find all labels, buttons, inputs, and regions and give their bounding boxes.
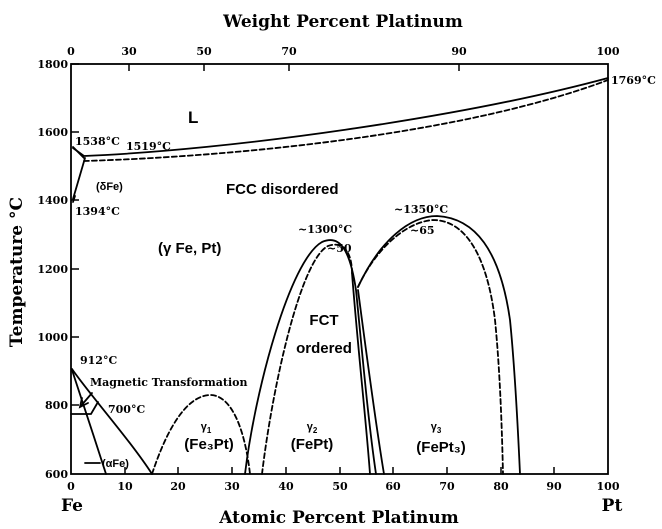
fcc-disordered-label: FCC disordered: [226, 181, 339, 198]
gamma3-boundary-dashed: [357, 219, 504, 475]
magnetic-transformation-label: Magnetic Transformation: [90, 376, 248, 389]
annotations: L 1538°C 1519°C 1769°C (δFe) 1394°C FCC …: [75, 74, 656, 470]
gamma3-phase-label: (FePt₃): [416, 439, 465, 456]
magnetic-transformation-line: [70, 401, 99, 415]
gamma3-boundary-inner: [357, 289, 385, 475]
top-tick-label: 30: [121, 45, 137, 58]
bottom-axis-title: Atomic Percent Platinum: [218, 508, 458, 528]
y-tick-label: 1800: [37, 58, 68, 71]
x-tick-label: 40: [278, 480, 294, 493]
gamma2-inner-boundary: [351, 272, 371, 475]
fe-melting-label: 1538°C: [75, 135, 120, 148]
delta-gamma-label: 1394°C: [75, 205, 120, 218]
gamma2-boundary-right: [244, 239, 377, 475]
top-tick-labels: 0 30 50 70 90 100: [67, 45, 620, 58]
y-tick-label: 600: [45, 468, 68, 481]
gamma3-letter: γ: [431, 421, 438, 433]
peritectic-label: 1519°C: [126, 140, 171, 153]
x-tick-label: 80: [493, 480, 509, 493]
y-tick-labels: 1800 1600 1400 1200 1000 800 600: [37, 58, 68, 481]
gamma1-subscript: 1: [207, 426, 212, 435]
x-tick-label: 70: [439, 480, 455, 493]
top-tick-marks: [128, 64, 460, 71]
element-pt: Pt: [602, 496, 623, 516]
gamma3-subscript: 3: [437, 426, 442, 435]
y-tick-label: 1000: [37, 331, 68, 344]
gamma1-symbol: γ1: [201, 421, 212, 435]
gamma2-letter: γ: [307, 421, 314, 433]
x-tick-label: 10: [117, 480, 133, 493]
x-tick-marks: [124, 467, 555, 474]
y-tick-label: 1400: [37, 194, 68, 207]
gamma1-phase-label: (Fe₃Pt): [184, 436, 233, 453]
gamma1-letter: γ: [201, 421, 208, 433]
top-tick-label: 50: [196, 45, 212, 58]
y-tick-marks: [71, 63, 79, 406]
top-tick-label: 0: [67, 45, 75, 58]
y-tick-label: 1600: [37, 126, 68, 139]
pt-melting-label: 1769°C: [611, 74, 656, 87]
plot-frame: [70, 63, 609, 475]
liquid-label: L: [188, 108, 198, 127]
fept-max-label: ~1300°C: [298, 223, 352, 236]
alpha-solvus-boundary: [71, 369, 107, 475]
curie-fe-label: 912°C: [80, 354, 117, 367]
gamma3-symbol: γ3: [431, 421, 442, 435]
x-tick-label: 30: [224, 480, 240, 493]
gamma2-boundary-left: [261, 243, 353, 475]
gamma-alpha-boundary: [71, 368, 153, 475]
x-tick-labels: 0 10 20 30 40 50 60 70 80 90 100: [67, 480, 620, 493]
x-tick-label: 20: [170, 480, 186, 493]
x-tick-label: 100: [597, 480, 620, 493]
delta-fe-label: (δFe): [96, 181, 123, 193]
top-tick-label: 70: [281, 45, 297, 58]
magnetic-temp-label: 700°C: [108, 403, 145, 416]
x-tick-label: 50: [332, 480, 348, 493]
phase-boundaries: [70, 77, 609, 475]
y-axis-title: Temperature °C: [7, 197, 27, 347]
gamma3-boundary-outer: [357, 215, 521, 475]
top-axis-title: Weight Percent Platinum: [222, 12, 463, 32]
gamma1-boundary: [151, 394, 251, 475]
y-tick-label: 1200: [37, 263, 68, 276]
x-tick-label: 90: [546, 480, 562, 493]
magnetic-arrow: [78, 392, 93, 409]
gamma2-symbol: γ2: [307, 421, 318, 435]
solidus-line: [83, 79, 609, 162]
fept-gap-label: ~50: [327, 242, 352, 255]
liquidus-line: [72, 77, 609, 157]
top-tick-label: 90: [451, 45, 467, 58]
fct-label: FCT: [309, 312, 338, 329]
x-tick-label: 0: [67, 480, 75, 493]
fept3-max-label: ~1350°C: [394, 203, 448, 216]
element-fe: Fe: [61, 496, 83, 516]
alpha-fe-label: (αFe): [102, 458, 129, 470]
gamma2-phase-label: (FePt): [291, 436, 334, 453]
top-tick-label: 100: [597, 45, 620, 58]
gamma2-subscript: 2: [313, 426, 318, 435]
x-tick-label: 60: [385, 480, 401, 493]
gamma-fe-pt-label: (γ Fe, Pt): [158, 240, 221, 257]
y-tick-label: 800: [45, 399, 68, 412]
delta-fe-boundary: [72, 146, 86, 203]
ordered-label: ordered: [296, 340, 352, 357]
fept3-gap-label: ~65: [410, 224, 435, 237]
